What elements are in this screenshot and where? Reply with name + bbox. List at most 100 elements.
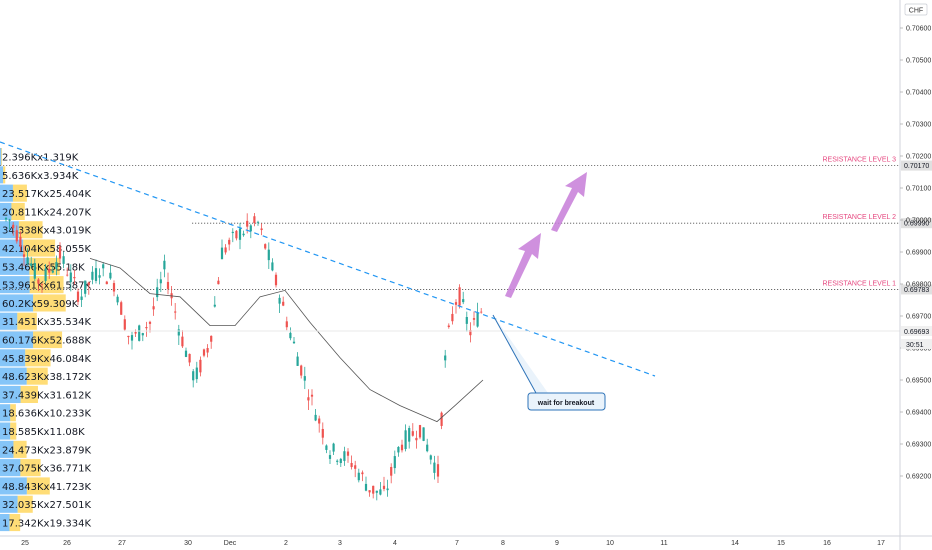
plot-area[interactable] — [0, 0, 900, 536]
vp-label: 48.843Kx41.723K — [2, 482, 91, 493]
breakout-arrows — [505, 172, 587, 298]
current-price-tag: 0.69693 30:51 — [901, 326, 932, 349]
candle-body — [228, 239, 231, 245]
vp-sell-bar — [20, 459, 41, 477]
x-tick-label: 7 — [455, 540, 459, 547]
x-tick-label: 14 — [731, 540, 739, 547]
candle-body — [354, 465, 357, 469]
candle-body — [426, 444, 429, 452]
candle-body — [469, 330, 472, 336]
candle-body — [458, 287, 461, 306]
x-tick-label: 4 — [393, 540, 397, 547]
vp-buy-bar — [0, 202, 12, 220]
candle-body — [325, 445, 328, 450]
resistance-price: 0.69990 — [904, 221, 929, 228]
candle-body — [19, 236, 22, 247]
x-tick-label: 2 — [284, 540, 288, 547]
candle-body — [418, 425, 422, 438]
vp-sell-bar — [9, 514, 21, 532]
candle-body — [130, 335, 134, 341]
vp-sell-bar — [18, 221, 43, 239]
candle-body — [44, 268, 47, 281]
candle-body — [217, 280, 220, 285]
candle-body — [192, 371, 195, 381]
candle-body — [166, 281, 170, 289]
y-tick-label: 0.69300 — [906, 442, 931, 449]
candle-body — [58, 246, 62, 259]
candle-body — [141, 333, 144, 336]
candle-body — [15, 230, 18, 242]
candle-body — [98, 275, 101, 278]
candle-body — [87, 282, 90, 286]
candle-body — [112, 283, 116, 292]
y-tick-label: 0.69200 — [906, 474, 931, 481]
y-tick-label: 0.70300 — [906, 122, 931, 129]
vp-buy-bar — [0, 440, 14, 458]
callout-box — [527, 392, 606, 411]
y-tick-label: 0.69800 — [906, 282, 931, 289]
candle-body — [411, 431, 414, 436]
candle-body — [282, 301, 285, 306]
vp-buy-bar — [0, 367, 27, 385]
vp-buy-bar — [0, 294, 34, 312]
vp-label: 60.176Kx52.688K — [2, 336, 91, 347]
candle-body — [408, 428, 411, 442]
currency-badge[interactable] — [904, 3, 928, 16]
candle-body — [249, 225, 252, 232]
vp-buy-bar — [0, 166, 4, 184]
candle-body — [422, 427, 425, 441]
y-tick-label: 0.69400 — [906, 410, 931, 417]
x-tick-label: 11 — [660, 540, 667, 547]
vp-buy-bar — [0, 239, 24, 257]
vp-sell-bar — [17, 312, 37, 330]
resistance-price-box — [901, 218, 932, 229]
x-tick-label: Dec — [224, 540, 237, 547]
candle-body — [242, 233, 245, 236]
candle-body — [393, 456, 396, 469]
vp-sell-bar — [11, 202, 25, 220]
candle-body — [357, 472, 360, 481]
vp-buy-bar — [0, 495, 18, 513]
vp-buy-bar — [0, 404, 11, 422]
vp-label: 18.636Kx10.233K — [2, 409, 91, 420]
candle-body — [433, 462, 436, 473]
candle-body — [156, 287, 159, 298]
candle-body — [33, 263, 36, 279]
vp-sell-bar — [17, 495, 33, 513]
vp-label: 5.636Kx3.934K — [2, 171, 79, 182]
vp-label: 53.961Kx61.587K — [2, 281, 91, 292]
candle-body — [120, 302, 123, 315]
candle-body — [91, 271, 94, 280]
vp-label: 32.035Kx27.501K — [2, 500, 91, 511]
candle-body — [174, 311, 177, 313]
candle-body — [274, 274, 278, 286]
annotation-callout[interactable]: wait for breakout — [492, 314, 606, 411]
vp-sell-bar — [26, 477, 50, 495]
candle-body — [447, 325, 450, 328]
candle-body — [48, 268, 51, 273]
candle-body — [94, 268, 98, 281]
resistance-price-box — [901, 284, 932, 295]
candle-body — [69, 272, 72, 283]
moving-average-line — [89, 258, 484, 423]
countdown-timer: 30:51 — [906, 342, 924, 349]
candle-body — [364, 483, 368, 491]
candle-body — [260, 228, 263, 231]
candle-body — [138, 325, 141, 341]
candle-body — [231, 231, 234, 234]
vp-sell-bar — [3, 166, 6, 184]
vp-buy-bar — [0, 349, 26, 367]
vp-sell-bar — [25, 349, 51, 367]
candle-body — [159, 279, 162, 284]
vp-label: 60.2Kx59.309K — [2, 299, 79, 310]
candle-body — [350, 462, 353, 468]
candle-body — [134, 332, 137, 334]
candle-body — [188, 353, 191, 363]
candle-body — [246, 220, 249, 227]
candle-body — [415, 437, 418, 441]
candle-body — [181, 336, 184, 347]
candle-body — [318, 418, 321, 424]
y-tick-label: 0.70200 — [906, 154, 931, 161]
candle-body — [127, 335, 130, 338]
